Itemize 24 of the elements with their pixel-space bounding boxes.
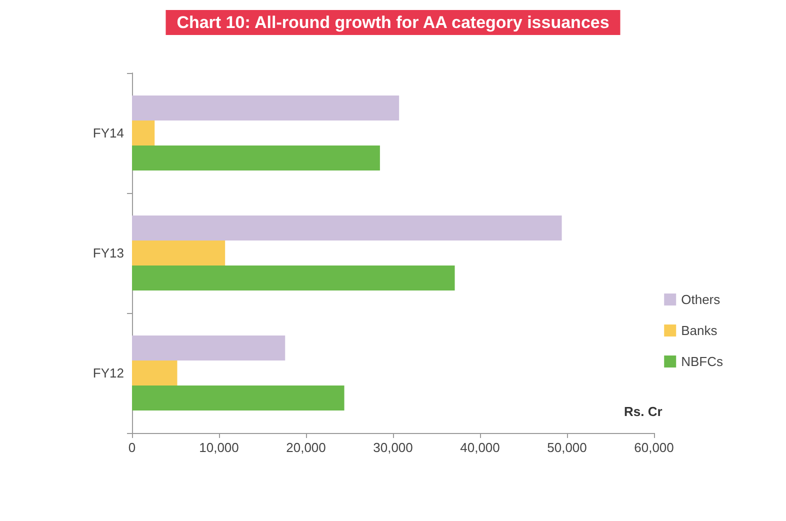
- x-tick-label: 40,000: [460, 440, 500, 455]
- bar: [132, 96, 400, 120]
- x-tick-label: 60,000: [634, 440, 674, 455]
- legend-label: NBFCs: [681, 354, 724, 369]
- bar: [132, 120, 155, 146]
- legend-label: Banks: [681, 323, 718, 338]
- x-axis-title: Rs. Cr: [624, 404, 662, 419]
- y-tick-label: FY12: [92, 366, 124, 380]
- x-tick-label: 30,000: [373, 440, 413, 455]
- bar: [132, 266, 455, 290]
- legend-label: Others: [681, 292, 721, 307]
- bar: [132, 336, 286, 360]
- x-tick-label: 0: [128, 440, 136, 455]
- x-tick-label: 10,000: [199, 440, 239, 455]
- x-tick-label: 50,000: [547, 440, 587, 455]
- y-tick-label: FY14: [92, 126, 124, 140]
- bar: [132, 216, 562, 240]
- bar: [132, 386, 344, 410]
- bar: [132, 146, 380, 170]
- chart-title: Chart 10: All-round growth for AA category issuances: [176, 13, 610, 32]
- x-tick-label: 20,000: [286, 440, 326, 455]
- bar: [132, 240, 226, 266]
- bar: [132, 360, 178, 386]
- y-tick-label: FY13: [92, 246, 124, 260]
